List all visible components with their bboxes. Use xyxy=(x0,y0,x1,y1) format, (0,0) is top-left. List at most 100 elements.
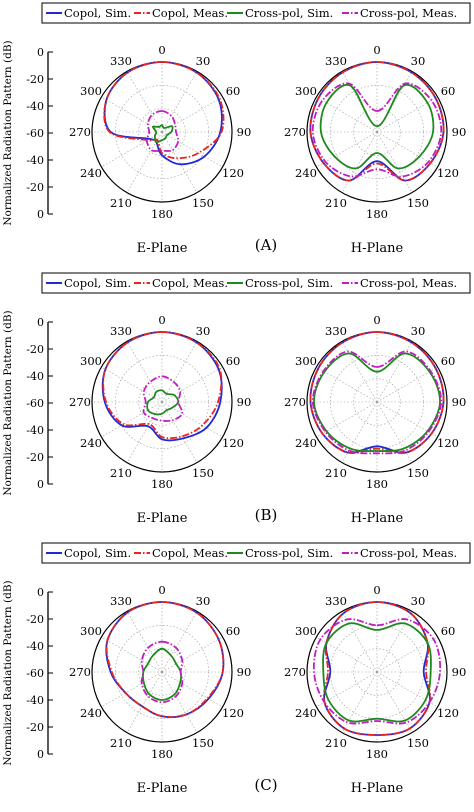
e-plane-chart: 0 30 60 90 120 150 180 210 240 270 300 330 E-Plane xyxy=(69,313,251,526)
legend-item: Copol, Meas. xyxy=(134,546,228,560)
polar-spoke xyxy=(161,671,223,708)
polar-spoke xyxy=(316,401,378,438)
polar-spoke xyxy=(341,131,378,193)
h-plane-title: H-Plane xyxy=(351,241,404,256)
angle-label: 90 xyxy=(237,665,252,679)
angle-label: 150 xyxy=(192,196,214,210)
angle-label: 120 xyxy=(437,436,459,450)
angle-label: 330 xyxy=(325,324,347,338)
angle-label: 240 xyxy=(295,436,317,450)
angle-label: 270 xyxy=(69,125,91,139)
angle-label: 180 xyxy=(151,477,173,491)
polar-spoke xyxy=(161,671,198,733)
angle-label: 90 xyxy=(452,395,467,409)
polar-spoke xyxy=(126,341,163,403)
angle-label: 150 xyxy=(192,736,214,750)
panel-tag: (A) xyxy=(255,236,278,254)
legend-box xyxy=(41,2,471,24)
legend-label: Cross-pol, Meas. xyxy=(360,276,457,290)
polar-spoke xyxy=(376,401,413,463)
angle-label: 30 xyxy=(196,324,211,338)
y-tick-label: -40 xyxy=(26,100,44,113)
y-axis-title: Normalized Radiation Pattern (dB) xyxy=(2,580,14,765)
e-plane-title: E-Plane xyxy=(137,241,188,256)
angle-label: 0 xyxy=(158,583,165,597)
legend-item: Cross-pol, Meas. xyxy=(342,6,457,20)
legend-item: Copol, Meas. xyxy=(134,276,228,290)
polar-spoke xyxy=(161,341,198,403)
series-line xyxy=(311,350,443,455)
angle-label: 60 xyxy=(226,354,241,368)
series-line xyxy=(140,640,184,704)
polar-spoke xyxy=(126,671,163,733)
polar-spoke xyxy=(376,671,438,708)
angle-label: 30 xyxy=(196,594,211,608)
polar-spoke xyxy=(101,366,163,403)
h-plane-title: H-Plane xyxy=(351,511,404,526)
series-line xyxy=(311,82,443,178)
polar-ring xyxy=(353,378,401,426)
angle-label: 150 xyxy=(407,736,429,750)
y-tick-label: 0 xyxy=(37,316,44,329)
legend-label: Cross-pol, Sim. xyxy=(245,6,333,20)
polar-spoke xyxy=(126,131,163,193)
angle-label: 300 xyxy=(295,354,317,368)
legend-item: Cross-pol, Sim. xyxy=(227,546,333,560)
angle-label: 60 xyxy=(226,84,241,98)
series-line xyxy=(142,647,182,701)
angle-label: 240 xyxy=(80,166,102,180)
angle-label: 0 xyxy=(158,43,165,57)
legend-item: Cross-pol, Sim. xyxy=(227,276,333,290)
legend-item: Cross-pol, Sim. xyxy=(227,6,333,20)
angle-label: 0 xyxy=(373,313,380,327)
y-tick-label: -20 xyxy=(26,613,44,626)
polar-spoke xyxy=(376,341,413,403)
angle-label: 210 xyxy=(110,466,132,480)
polar-spoke xyxy=(376,401,438,438)
angle-label: 60 xyxy=(441,84,456,98)
angle-label: 90 xyxy=(237,395,252,409)
y-tick-label: 0 xyxy=(37,46,44,59)
y-tick-label: -20 xyxy=(26,451,44,464)
series-line xyxy=(309,331,445,454)
y-tick-label: -40 xyxy=(26,154,44,167)
angle-label: 300 xyxy=(80,354,102,368)
polar-spoke xyxy=(101,401,163,438)
polar-ring xyxy=(353,108,401,156)
angle-label: 30 xyxy=(411,594,426,608)
legend-item: Cross-pol, Meas. xyxy=(342,546,457,560)
h-plane-chart: 0 30 60 90 120 150 180 210 240 270 300 330 H-Plane xyxy=(284,43,466,256)
y-axis-title: Normalized Radiation Pattern (dB) xyxy=(2,310,14,495)
angle-label: 300 xyxy=(80,84,102,98)
legend-label: Copol, Sim. xyxy=(64,6,131,20)
y-tick-label: 0 xyxy=(37,478,44,491)
e-plane-title: E-Plane xyxy=(137,781,188,796)
angle-label: 270 xyxy=(284,665,306,679)
legend: Copol, Sim. Copol, Meas. Cross-pol, Sim. Cr… xyxy=(41,272,471,294)
angle-label: 210 xyxy=(325,736,347,750)
panel-tag: (B) xyxy=(255,506,278,524)
polar-spoke xyxy=(101,636,163,673)
polar-ring xyxy=(138,378,186,426)
polar-spoke xyxy=(161,366,223,403)
angle-label: 270 xyxy=(69,395,91,409)
legend-label: Copol, Meas. xyxy=(152,6,228,20)
polar-spoke xyxy=(161,611,198,673)
y-tick-label: -20 xyxy=(26,181,44,194)
y-axis-title: Normalized Radiation Pattern (dB) xyxy=(2,40,14,225)
polar-spoke xyxy=(316,636,378,673)
polar-spoke xyxy=(341,611,378,673)
series-line xyxy=(322,622,432,723)
polar-spoke xyxy=(316,366,378,403)
series-line xyxy=(103,61,225,160)
angle-label: 210 xyxy=(110,736,132,750)
legend-label: Cross-pol, Sim. xyxy=(245,546,333,560)
series-line xyxy=(319,83,435,170)
legend-label: Cross-pol, Meas. xyxy=(360,6,457,20)
polar-spoke xyxy=(161,131,223,168)
y-tick-label: 0 xyxy=(37,208,44,221)
angle-label: 270 xyxy=(69,665,91,679)
angle-label: 330 xyxy=(110,54,132,68)
angle-label: 330 xyxy=(110,594,132,608)
